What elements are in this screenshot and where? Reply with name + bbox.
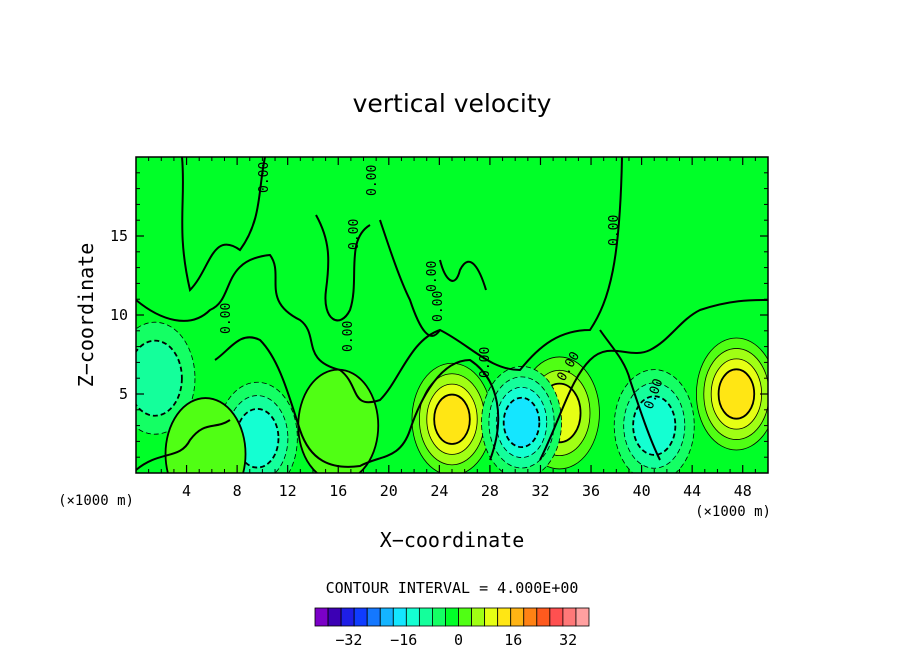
contour-label: 0.00	[341, 321, 356, 352]
colorbar-swatch	[484, 607, 499, 627]
y-tick-label: 15	[110, 227, 128, 245]
colorbar-tick-label: 16	[504, 631, 522, 649]
contour-label: 0.00	[607, 215, 622, 246]
contour-fill-layer	[136, 321, 768, 473]
colorbar-swatch	[445, 607, 459, 627]
contour-label: 0.00	[425, 261, 440, 292]
zero-contour	[136, 419, 231, 471]
contour-feature	[164, 397, 247, 473]
colorbar-swatch	[340, 607, 355, 627]
x-tick-label: 28	[481, 482, 499, 500]
contour-label: 0.00	[347, 219, 362, 250]
x-unit-left: (×1000 m)	[58, 493, 134, 509]
x-tick-label: 36	[582, 482, 600, 500]
contour-label: 0.00	[257, 162, 272, 193]
colorbar-swatch	[432, 607, 446, 627]
colorbar-swatch	[575, 607, 590, 627]
colorbar-swatch	[405, 607, 420, 627]
zero-contour	[214, 336, 500, 468]
contour-feature	[235, 408, 280, 469]
contour-feature	[136, 339, 183, 417]
contour-label: 0.00	[365, 165, 380, 196]
zero-contour	[599, 329, 661, 461]
colorbar-swatch	[549, 607, 564, 627]
contour-interval-text: CONTOUR INTERVAL = 4.000E+00	[326, 579, 579, 597]
x-unit-right: (×1000 m)	[695, 504, 771, 520]
colorbar-swatch	[327, 607, 342, 627]
zero-contour-lines	[136, 157, 768, 471]
contour-feature	[433, 393, 471, 445]
colorbar-swatch	[510, 607, 525, 627]
x-tick-label: 48	[734, 482, 752, 500]
colorbar-swatch	[392, 607, 407, 627]
x-axis-label: X−coordinate	[380, 528, 525, 552]
contour-label: 0.00	[431, 291, 446, 322]
y-tick-label: 5	[119, 385, 128, 403]
x-tick-label: 4	[182, 482, 191, 500]
colorbar-tick-label: 32	[559, 631, 577, 649]
colorbar-swatch	[353, 607, 368, 627]
colorbar-swatch	[418, 607, 433, 627]
x-tick-label: 24	[430, 482, 448, 500]
colorbar-swatch	[379, 607, 394, 627]
contour-feature	[632, 395, 677, 456]
x-tick-label: 12	[279, 482, 297, 500]
y-axis-label: Z−coordinate	[74, 243, 98, 388]
colorbar-swatch	[536, 607, 551, 627]
colorbar-swatch	[523, 607, 538, 627]
colorbar-swatch	[497, 607, 512, 627]
chart-title: vertical velocity	[353, 89, 552, 118]
colorbar-swatch	[314, 607, 329, 627]
zero-contour	[181, 157, 266, 292]
colorbar-tick-label: 0	[454, 631, 463, 649]
x-tick-label: 44	[683, 482, 701, 500]
x-tick-label: 40	[633, 482, 651, 500]
zero-contour	[379, 219, 441, 337]
colorbar-swatch	[471, 607, 486, 627]
zero-contour	[539, 299, 768, 461]
zero-contour	[136, 157, 623, 404]
zero-contour	[439, 259, 487, 291]
colorbar-swatch	[562, 607, 577, 627]
zero-contour	[315, 214, 371, 322]
x-tick-label: 16	[329, 482, 347, 500]
contour-label: 0.00	[219, 303, 234, 334]
colorbar-tick-label: −32	[335, 631, 362, 649]
contour-feature	[502, 396, 541, 449]
x-tick-label: 8	[233, 482, 242, 500]
contour-feature	[717, 368, 756, 420]
contour-feature	[297, 368, 380, 473]
contour-label: 0.00	[478, 347, 493, 378]
y-tick-label: 10	[110, 306, 128, 324]
colorbar-tick-label: −16	[390, 631, 417, 649]
colorbar-swatch	[366, 607, 381, 627]
x-tick-label: 32	[531, 482, 549, 500]
colorbar-swatch	[458, 607, 472, 627]
x-tick-label: 20	[380, 482, 398, 500]
colorbar: −32 −16 0 16 32	[314, 607, 590, 649]
